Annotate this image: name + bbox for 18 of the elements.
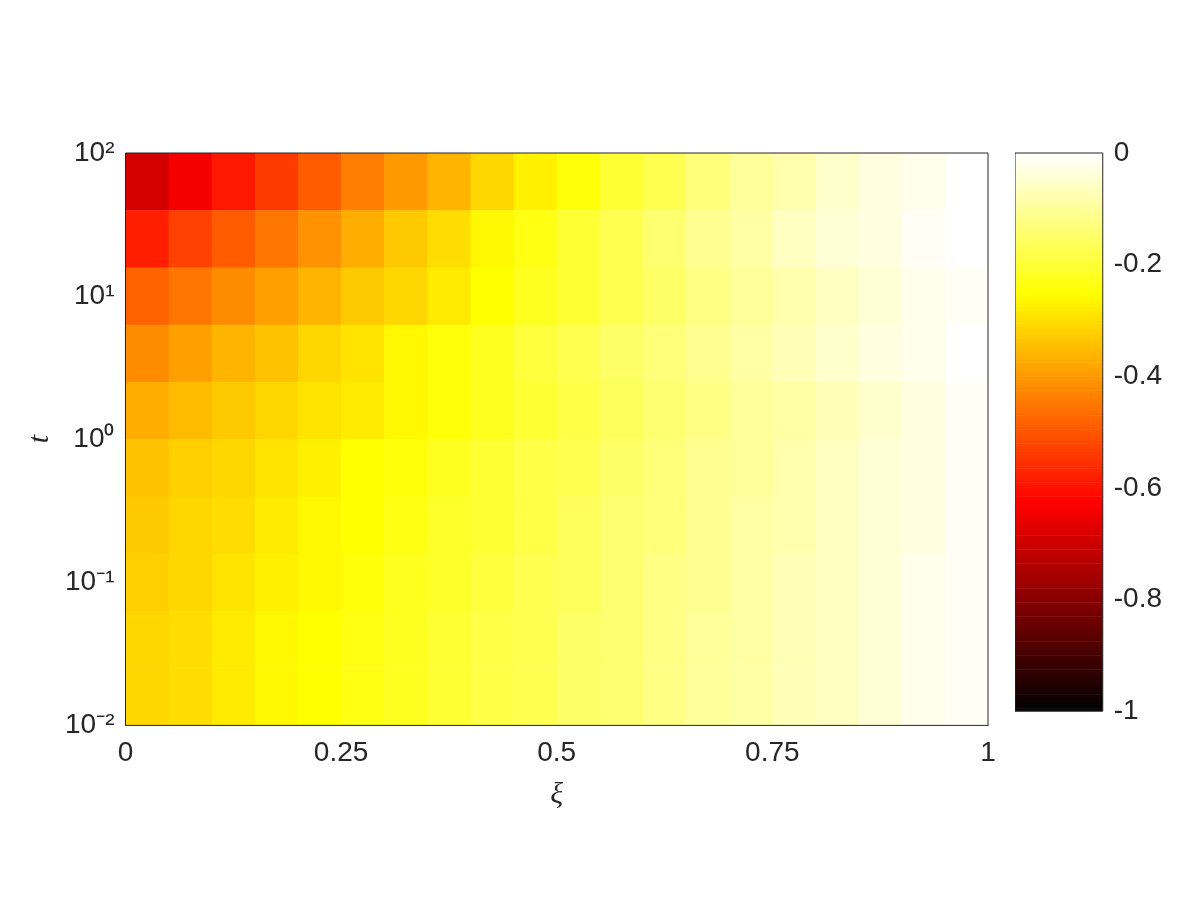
color-bar-label: -0.6: [1113, 470, 1162, 502]
x-tick-label: 0.25: [313, 735, 369, 767]
color-bar-label: 0: [1113, 135, 1130, 167]
color-bar-label: -0.8: [1113, 582, 1162, 614]
y-axis-title: t: [20, 434, 54, 444]
y-tick-label: 10⁰: [73, 421, 115, 453]
color-bar-label: -0.2: [1113, 247, 1162, 279]
x-tick-label: 0.75: [745, 735, 800, 767]
y-tick-label: 10⁻¹: [65, 565, 115, 597]
y-tick-label: 10⁻²: [65, 708, 115, 740]
x-tick-label: 0: [117, 735, 134, 767]
y-tick-label: 10¹: [74, 278, 115, 310]
color-bar-label: -1: [1113, 693, 1139, 725]
y-tick-label: 10²: [74, 135, 115, 167]
color-bar-label: -0.4: [1113, 358, 1162, 390]
x-axis-title: ξ: [550, 775, 564, 809]
x-tick-label: 1: [980, 735, 996, 767]
x-tick-label: 0.5: [537, 735, 577, 767]
